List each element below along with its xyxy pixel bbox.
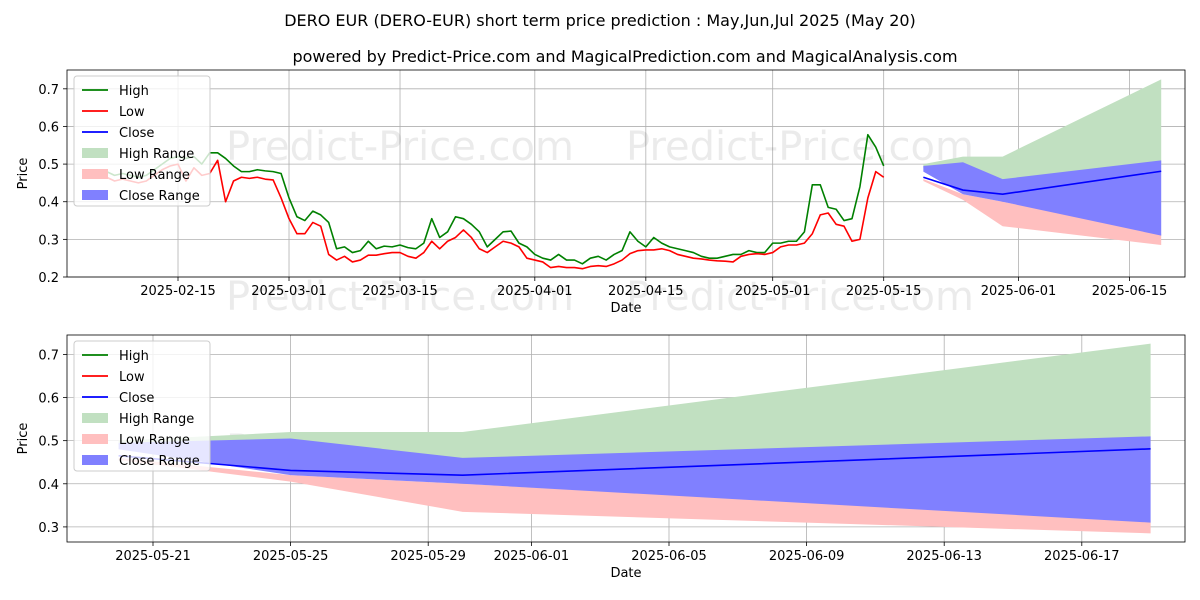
legend-label: Close (119, 126, 154, 141)
legend-label: Close Range (119, 189, 200, 204)
high-range-band (118, 343, 1151, 463)
x-tick-label: 2025-06-01 (494, 549, 570, 564)
y-tick-label: 0.2 (38, 271, 59, 286)
y-tick-label: 0.4 (38, 478, 59, 493)
high-range-band (923, 79, 1162, 183)
legend-patch-swatch (82, 190, 108, 200)
x-tick-label: 2025-04-01 (497, 284, 573, 299)
legend-label: Low (119, 370, 145, 385)
watermark-text: Predict-Price.com (626, 124, 974, 170)
y-tick-label: 0.3 (38, 233, 59, 248)
chart-subtitle: powered by Predict-Price.com and Magical… (292, 47, 957, 66)
x-tick-label: 2025-05-01 (735, 284, 811, 299)
x-tick-label: 2025-06-09 (769, 549, 845, 564)
x-tick-label: 2025-06-01 (981, 284, 1057, 299)
close-range-band (118, 436, 1151, 523)
axes-frame (66, 69, 1186, 278)
watermark-text: Predict-Price.com (226, 124, 574, 170)
x-tick-label: 2025-05-29 (390, 549, 466, 564)
x-tick-label: 2025-05-25 (253, 549, 329, 564)
y-tick-label: 0.7 (38, 348, 59, 363)
y-tick-label: 0.7 (38, 83, 59, 98)
y-tick-label: 0.5 (38, 435, 59, 450)
chart-title: DERO EUR (DERO-EUR) short term price pre… (284, 11, 916, 30)
legend: High Low Close High Range Low Range Close Ran… (73, 75, 211, 207)
y-tick-label: 0.3 (38, 521, 59, 536)
x-tick-label: 2025-03-01 (251, 284, 327, 299)
plot-area (106, 79, 1162, 270)
axes-frame (66, 334, 1186, 543)
low-range-band (118, 457, 1151, 534)
watermark-text: Predict-Price.com (626, 274, 974, 320)
legend-label: Close Range (119, 454, 200, 469)
x-tick-label: 2025-06-15 (1092, 284, 1168, 299)
y-tick-label: 0.4 (38, 196, 59, 211)
legend-label: High Range (119, 412, 194, 427)
legend-patch-swatch (82, 413, 108, 423)
high-series-line (106, 133, 885, 265)
legend-patch-swatch (82, 455, 108, 465)
top-panel: Predict-Price.com Predict-Price.com Predic… (16, 69, 1186, 320)
legend-label: High (119, 84, 149, 99)
y-tick-label: 0.6 (38, 392, 59, 407)
watermark-text: Predict-Price.com (226, 274, 574, 320)
x-tick-label: 2025-06-13 (906, 549, 982, 564)
legend-patch-swatch (82, 148, 108, 158)
x-tick-label: 2025-03-15 (362, 284, 438, 299)
plot-area (118, 343, 1151, 534)
x-tick-label: 2025-05-15 (846, 284, 922, 299)
legend-label: Low Range (119, 168, 190, 183)
x-tick-label: 2025-02-15 (140, 284, 216, 299)
legend-patch-swatch (82, 169, 108, 179)
legend: High Low Close High Range Low Range Close Ran… (73, 340, 211, 472)
x-tick-label: 2025-06-17 (1044, 549, 1120, 564)
legend-label: High (119, 349, 149, 364)
legend-label: High Range (119, 147, 194, 162)
legend-patch-swatch (82, 434, 108, 444)
bottom-panel: Predict-Price.comPredict-Price.com2025-0… (16, 334, 1186, 581)
x-tick-label: 2025-04-15 (608, 284, 684, 299)
x-axis-label: Date (610, 301, 641, 316)
legend-label: Close (119, 391, 154, 406)
x-tick-label: 2025-05-21 (115, 549, 191, 564)
y-tick-label: 0.6 (38, 120, 59, 135)
y-tick-label: 0.5 (38, 158, 59, 173)
x-axis-label: Date (610, 566, 641, 581)
legend-label: Low (119, 105, 145, 120)
close-series-line (923, 170, 1162, 195)
y-axis-label: Price (16, 423, 31, 455)
y-axis-label: Price (16, 158, 31, 190)
low-series-line (106, 159, 885, 270)
low-range-band (923, 179, 1162, 246)
x-tick-label: 2025-06-05 (631, 549, 707, 564)
legend-label: Low Range (119, 433, 190, 448)
